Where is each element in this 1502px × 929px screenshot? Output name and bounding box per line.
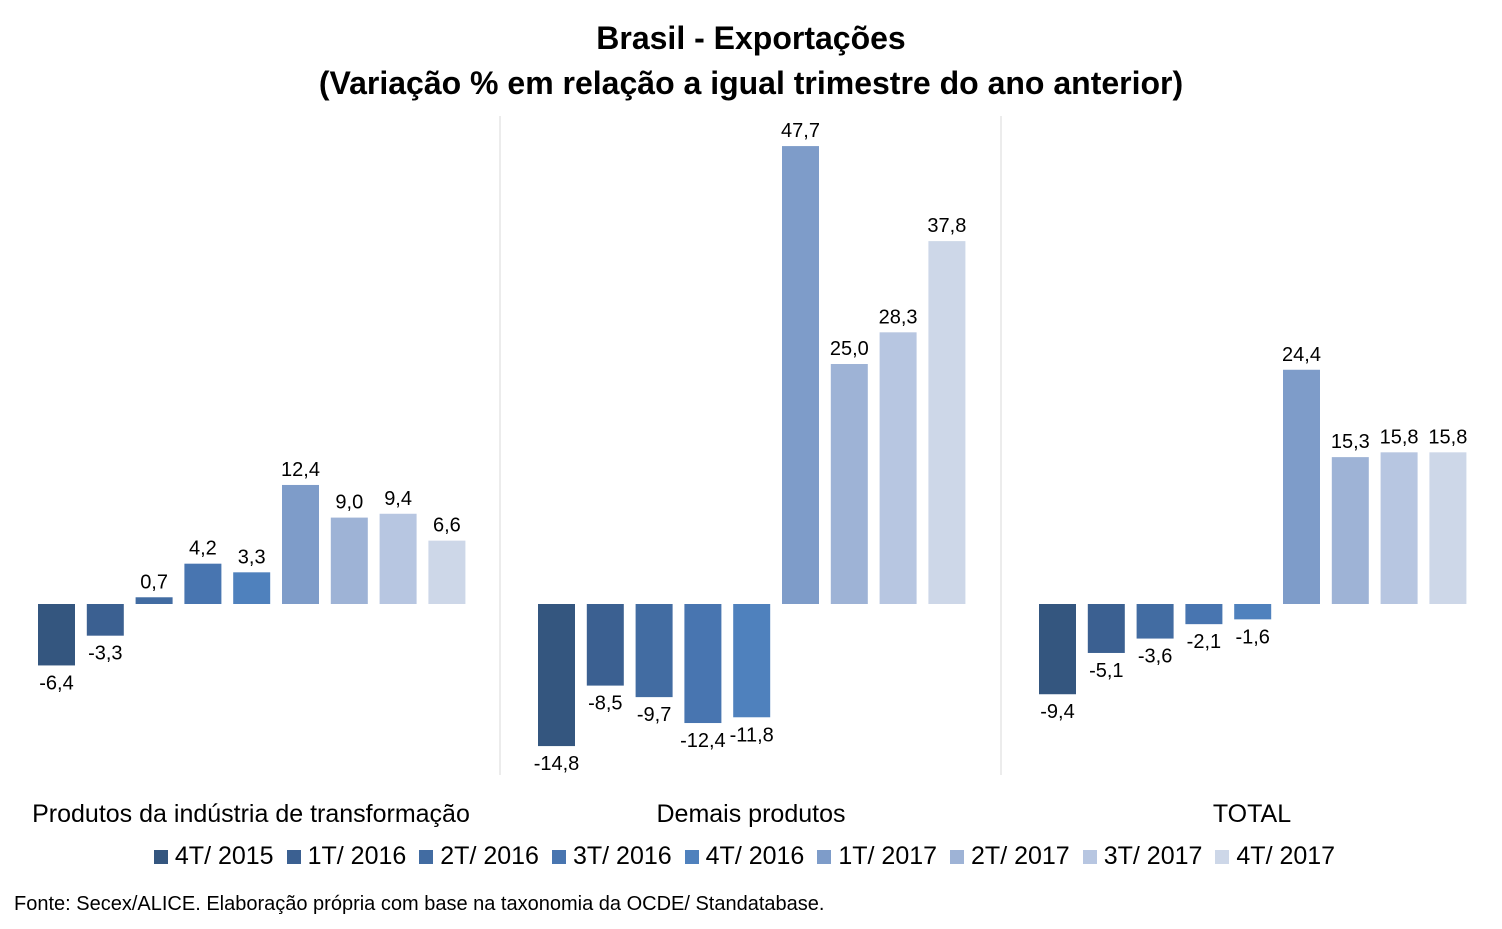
data-label: 15,8 bbox=[1428, 426, 1467, 448]
data-label: -9,7 bbox=[637, 704, 671, 726]
data-label: 24,4 bbox=[1282, 344, 1321, 366]
bar bbox=[38, 604, 75, 666]
legend-label: 2T/ 2017 bbox=[971, 842, 1070, 870]
legend-swatch bbox=[1082, 849, 1097, 864]
bar bbox=[684, 604, 722, 724]
legend-swatch bbox=[286, 849, 301, 864]
data-label: 37,8 bbox=[927, 215, 966, 237]
data-label: -3,6 bbox=[1138, 646, 1172, 668]
data-label: 15,8 bbox=[1380, 426, 1419, 448]
legend-swatch bbox=[950, 849, 965, 864]
legend-swatch bbox=[551, 849, 566, 864]
chart-legend: 4T/ 2015 1T/ 2016 2T/ 2016 3T/ 2016 4T/ 2016… bbox=[0, 842, 1502, 871]
data-label: -2,1 bbox=[1187, 631, 1221, 653]
data-label: -12,4 bbox=[680, 730, 726, 752]
bar bbox=[233, 572, 271, 604]
bar bbox=[928, 241, 966, 604]
bar bbox=[635, 604, 673, 698]
legend-label: 4T/ 2017 bbox=[1236, 842, 1336, 870]
legend-item: 1T/ 2016 bbox=[286, 842, 407, 871]
legend-label: 3T/ 2017 bbox=[1103, 842, 1203, 870]
bar bbox=[1039, 604, 1076, 695]
data-label: 47,7 bbox=[781, 120, 820, 142]
bar bbox=[782, 146, 819, 604]
data-label: -3,3 bbox=[88, 643, 122, 665]
bar bbox=[586, 604, 624, 686]
bar bbox=[1185, 604, 1223, 625]
category-label: Produtos da indústria de transformação bbox=[32, 800, 470, 828]
data-label: -8,5 bbox=[588, 693, 622, 715]
bar bbox=[1380, 452, 1418, 604]
data-label: -1,6 bbox=[1235, 626, 1269, 648]
legend-label: 1T/ 2017 bbox=[838, 842, 938, 870]
legend-item: 2T/ 2016 bbox=[419, 842, 539, 871]
data-label: -14,8 bbox=[534, 753, 580, 775]
data-label: -5,1 bbox=[1089, 660, 1123, 682]
data-label: 9,4 bbox=[384, 488, 412, 510]
chart-title: Brasil - Exportações bbox=[596, 20, 906, 56]
data-label: -11,8 bbox=[730, 724, 774, 746]
data-label: 12,4 bbox=[281, 459, 320, 481]
legend-label: 3T/ 2016 bbox=[572, 842, 672, 870]
bar-chart: Produtos da indústria de transformação -6… bbox=[32, 116, 1467, 828]
category-label: TOTAL bbox=[1213, 800, 1291, 828]
bar bbox=[1234, 604, 1272, 620]
bar bbox=[538, 604, 575, 747]
legend-item: 2T/ 2017 bbox=[950, 842, 1070, 871]
legend-swatch bbox=[419, 849, 434, 864]
bar bbox=[135, 597, 173, 604]
legend-item: 3T/ 2017 bbox=[1082, 842, 1203, 871]
data-label: 9,0 bbox=[335, 492, 363, 514]
legend-item: 1T/ 2017 bbox=[817, 842, 937, 871]
bar bbox=[830, 364, 868, 604]
bar bbox=[428, 540, 466, 604]
legend-swatch bbox=[684, 849, 699, 864]
bar bbox=[1331, 457, 1369, 604]
chart-subtitle: (Variação % em relação a igual trimestre… bbox=[318, 65, 1184, 101]
bar bbox=[1283, 369, 1320, 604]
bar bbox=[330, 517, 368, 604]
data-label: 25,0 bbox=[830, 338, 869, 360]
legend-label: 4T/ 2016 bbox=[705, 842, 805, 870]
bar bbox=[184, 563, 222, 604]
data-label: 28,3 bbox=[879, 306, 918, 328]
data-label: 6,6 bbox=[433, 515, 461, 537]
data-label: -6,4 bbox=[39, 672, 73, 694]
bar bbox=[1429, 452, 1467, 604]
legend-item: 4T/ 2016 bbox=[684, 842, 805, 871]
source-note: Fonte: Secex/ALICE. Elaboração própria c… bbox=[14, 893, 825, 915]
data-label: 4,2 bbox=[189, 538, 217, 560]
data-label: 15,3 bbox=[1331, 431, 1370, 453]
legend-item: 3T/ 2016 bbox=[551, 842, 672, 871]
bar bbox=[733, 604, 771, 718]
data-label: 3,3 bbox=[238, 546, 266, 568]
legend-label: 4T/ 2015 bbox=[174, 842, 274, 870]
legend-label: 1T/ 2016 bbox=[307, 842, 407, 870]
bar bbox=[1136, 604, 1174, 639]
bar bbox=[879, 332, 917, 604]
legend-label: 2T/ 2016 bbox=[440, 842, 539, 870]
legend-swatch bbox=[1215, 849, 1230, 864]
data-label: 0,7 bbox=[140, 571, 168, 593]
legend-swatch bbox=[817, 849, 832, 864]
bar bbox=[379, 513, 417, 604]
legend-swatch bbox=[153, 849, 168, 864]
category-label: Demais produtos bbox=[657, 800, 846, 828]
legend-item: 4T/ 2015 bbox=[153, 842, 274, 871]
data-label: -9,4 bbox=[1040, 701, 1074, 723]
bar bbox=[1087, 604, 1125, 653]
bar bbox=[282, 484, 319, 604]
bar bbox=[86, 604, 124, 636]
legend-item: 4T/ 2017 bbox=[1215, 842, 1335, 871]
